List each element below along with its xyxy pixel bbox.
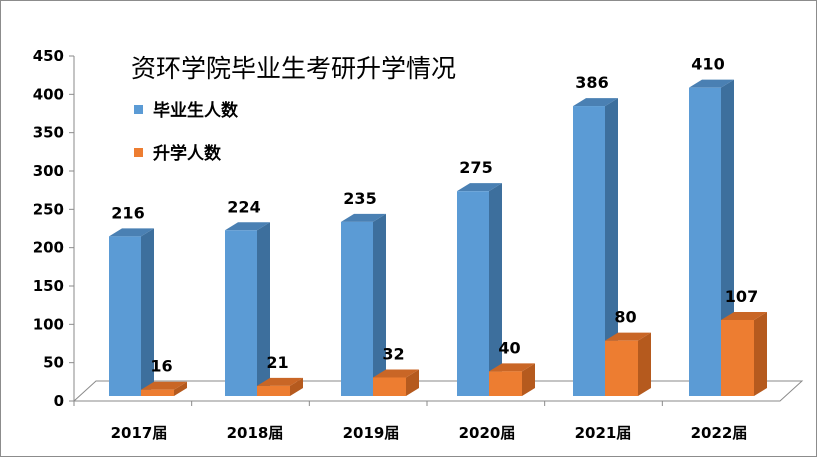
- y-tick-label: 350: [33, 124, 64, 142]
- bar-further-study-top: [605, 332, 651, 341]
- bar-further-study-top: [257, 377, 303, 386]
- bar-further-study: [257, 385, 290, 396]
- bar-further-study-side: [522, 363, 535, 396]
- legend-swatch-graduates: [134, 105, 143, 114]
- bar-graduates: [109, 236, 141, 396]
- data-label-graduates: 224: [227, 197, 260, 216]
- bar-graduates-side: [141, 228, 154, 396]
- y-tick-label: 300: [33, 162, 64, 180]
- x-tick-label: 2022届: [691, 424, 748, 442]
- y-tick-label: 450: [33, 47, 64, 65]
- x-tick-label: 2018届: [227, 424, 284, 442]
- bar-further-study-side: [174, 381, 187, 396]
- y-tick-label: 50: [43, 354, 64, 372]
- bar-graduates: [689, 87, 721, 397]
- data-label-further-study: 80: [614, 308, 636, 327]
- bar-further-study-side: [754, 311, 767, 396]
- bar-graduates: [573, 106, 605, 397]
- x-tick-label: 2020届: [459, 424, 516, 442]
- bar-graduates-top: [573, 98, 618, 107]
- bar-further-study: [141, 389, 174, 396]
- data-label-graduates: 275: [459, 158, 492, 177]
- data-label-further-study: 16: [150, 357, 172, 376]
- bar-further-study-top: [373, 369, 419, 378]
- bar-further-study-side: [638, 332, 651, 396]
- data-label-further-study: 32: [382, 344, 404, 363]
- bar-graduates-side: [373, 213, 386, 396]
- bar-graduates-side: [605, 98, 618, 397]
- legend-swatch-further-study: [134, 148, 143, 157]
- bar-graduates-side: [489, 183, 502, 396]
- bar-further-study: [721, 319, 754, 396]
- x-tick-label: 2019届: [343, 424, 400, 442]
- y-tick-label: 250: [33, 200, 64, 218]
- legend-label-graduates: 毕业生人数: [153, 100, 239, 121]
- data-label-further-study: 107: [725, 287, 758, 306]
- bar-further-study: [373, 377, 406, 396]
- bar-graduates-top: [689, 79, 734, 88]
- bar-further-study: [605, 340, 638, 396]
- data-label-graduates: 216: [111, 203, 144, 222]
- x-tick-label: 2021届: [575, 424, 632, 442]
- bar-graduates: [225, 230, 257, 396]
- bar-further-study-top: [141, 381, 187, 390]
- bar-graduates: [457, 191, 489, 396]
- x-tick-label: 2017届: [111, 424, 168, 442]
- bar-further-study-top: [721, 311, 767, 320]
- data-label-further-study: 21: [266, 353, 288, 372]
- data-label-further-study: 40: [498, 338, 520, 357]
- chart-title: 资环学院毕业生考研升学情况: [131, 54, 456, 83]
- bar-graduates-side: [257, 222, 270, 396]
- legend-label-further-study: 升学人数: [153, 143, 222, 164]
- bar-graduates-top: [341, 213, 386, 222]
- bar-graduates: [341, 221, 373, 396]
- y-tick-label: 200: [33, 239, 64, 257]
- legend: 毕业生人数 升学人数: [134, 100, 239, 164]
- bar-graduates-top: [225, 222, 270, 231]
- bar-further-study-top: [489, 363, 535, 372]
- bar-graduates-top: [457, 183, 502, 192]
- y-tick-label: 150: [33, 277, 64, 295]
- y-tick-label: 100: [33, 315, 64, 333]
- data-label-graduates: 235: [343, 189, 376, 208]
- bar-further-study-side: [290, 377, 303, 396]
- y-tick-label: 400: [33, 85, 64, 103]
- data-label-graduates: 386: [575, 73, 608, 92]
- y-tick-label: 0: [54, 392, 64, 410]
- bar-graduates-top: [109, 228, 154, 237]
- bar-further-study-side: [406, 369, 419, 396]
- bar-further-study: [489, 371, 522, 396]
- data-label-graduates: 410: [691, 55, 724, 74]
